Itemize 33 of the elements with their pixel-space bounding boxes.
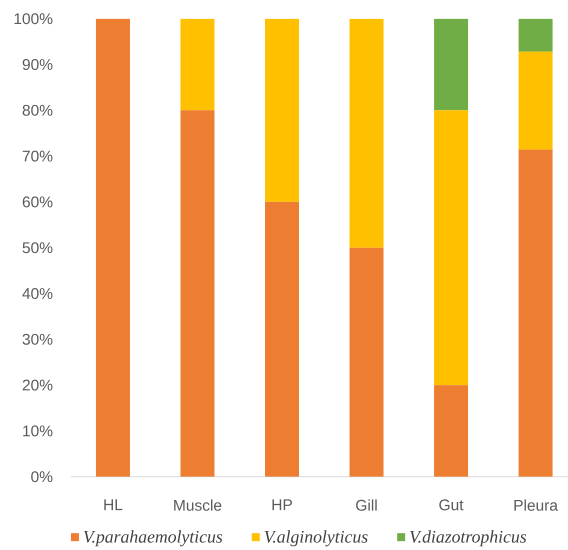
y-tick-label: 20% [22,380,52,391]
bar [96,18,130,477]
legend-label: V.diazotrophicus [410,530,526,546]
bar [518,150,553,477]
y-tick-label: 10% [23,425,52,436]
bar [350,18,384,248]
bar [265,202,300,477]
y-tick-label: 80% [22,104,52,116]
bar [180,110,214,477]
x-tick-label: HL [104,499,122,510]
x-tick-label: HP [272,499,292,510]
bar [434,385,468,477]
bar [434,110,468,386]
legend-label: V.alginolyticus [264,530,368,546]
y-tick-label: 30% [22,334,52,345]
bar [350,248,384,477]
bar [180,18,214,110]
x-tick-label: Gill [356,499,377,511]
bar [434,18,468,110]
x-tick-label: Muscle [174,499,222,511]
y-tick-label: 100% [14,13,52,24]
y-tick-label: 50% [22,242,52,254]
y-tick-label: 40% [22,288,52,299]
y-tick-label: 90% [22,59,52,70]
y-tick-label: 0% [31,471,52,482]
bar [518,18,553,52]
y-tick-label: 60% [22,196,52,208]
x-tick-label: Gut [439,499,464,510]
legend-label: V.parahaemolyticus [84,530,222,546]
y-tick-label: 70% [22,150,52,162]
bar [265,18,300,202]
x-tick-label: Pleura [514,499,558,511]
bar [518,52,553,150]
